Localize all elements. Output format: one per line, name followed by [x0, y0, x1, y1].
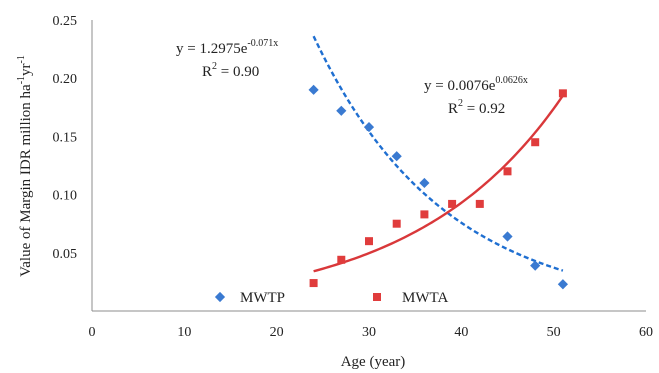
mwta-point [531, 138, 540, 147]
mwtp-equation: y = 1.2975e-0.071x [176, 38, 278, 57]
x-tick-label: 50 [547, 325, 561, 340]
mwta-point [475, 199, 484, 208]
legend-mwta-label: MWTA [402, 290, 448, 306]
y-tick-label: 0.05 [53, 247, 78, 262]
mwta-trendline [313, 94, 564, 273]
mwtp-point [419, 177, 430, 189]
mwtp-trendline [312, 35, 564, 272]
x-axis-ticks: 0 10 20 30 40 50 60 [89, 325, 654, 340]
mwtp-point [557, 279, 568, 290]
mwta-point [558, 89, 567, 98]
y-axis-title-sup2: -1 [16, 55, 27, 63]
mwtp-r2-symbol: R [202, 64, 212, 80]
y-tick-label: 0.10 [53, 189, 78, 204]
mwta-r2-superscript: 2 [458, 98, 463, 109]
legend-mwta-marker [373, 293, 381, 301]
y-axis-title-main: Value of Margin IDR million ha [18, 84, 34, 277]
x-tick-label: 20 [270, 325, 284, 340]
legend-mwtp-label: MWTP [240, 290, 285, 306]
mwtp-equation-base: y = 1.2975e [176, 41, 248, 57]
x-tick-label: 10 [177, 325, 191, 340]
mwta-point [337, 255, 346, 264]
mwta-r2-value: = 0.92 [463, 101, 505, 117]
y-axis-title: Value of Margin IDR million ha-1yr-1 [16, 55, 34, 277]
y-axis-title-sup1: -1 [16, 76, 27, 84]
y-tick-label: 0.15 [53, 130, 78, 145]
trendlines [312, 35, 564, 273]
y-tick-label: 0.20 [53, 72, 78, 87]
mwta-r2-symbol: R [448, 101, 458, 117]
legend-mwtp-marker [214, 291, 226, 303]
mwtp-point [530, 260, 541, 271]
mwta-equation-base: y = 0.0076e [424, 78, 496, 94]
x-axis-title: Age (year) [341, 354, 406, 370]
y-axis-title-unit: yr [18, 63, 34, 76]
mwta-point [309, 279, 318, 288]
x-tick-label: 40 [454, 325, 468, 340]
data-points [308, 84, 568, 290]
x-tick-label: 0 [89, 325, 96, 340]
mwtp-r2-value: = 0.90 [217, 64, 259, 80]
mwta-point [392, 219, 401, 228]
mwta-equation-exponent: 0.0626x [495, 75, 528, 86]
mwta-point [420, 210, 429, 219]
mwtp-point [308, 84, 319, 95]
mwta-point [448, 199, 457, 208]
mwtp-equation-exponent: -0.071x [247, 38, 278, 49]
mwtp-r-squared: R2 = 0.90 [202, 61, 259, 80]
mwtp-point [502, 231, 513, 242]
mwtp-point [363, 121, 375, 133]
y-tick-label: 0.25 [53, 14, 78, 29]
mwta-equation: y = 0.0076e0.0626x [424, 75, 528, 94]
mwtp-r2-superscript: 2 [212, 61, 217, 72]
mwtp-point [336, 105, 347, 116]
mwtp-point [391, 151, 402, 162]
mwta-r-squared: R2 = 0.92 [448, 98, 505, 117]
mwta-point [503, 167, 512, 176]
x-tick-label: 30 [362, 325, 376, 340]
legend: MWTP MWTA [214, 290, 448, 306]
mwta-point [365, 237, 373, 246]
x-tick-label: 60 [639, 325, 653, 340]
y-axis-ticks: 0.05 0.10 0.15 0.20 0.25 [53, 14, 78, 262]
